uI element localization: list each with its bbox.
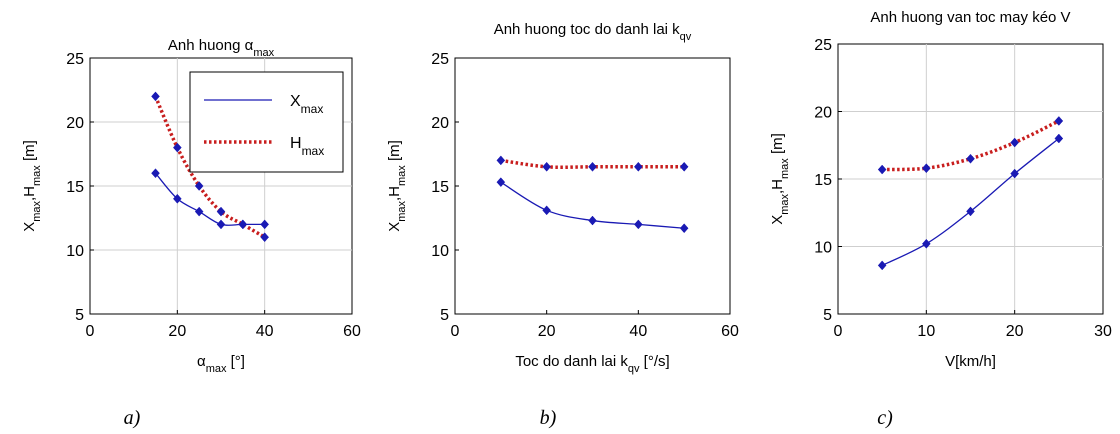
data-point [921, 163, 931, 174]
data-point [194, 181, 204, 191]
x-tick-label: 40 [256, 323, 274, 340]
data-point [1054, 133, 1064, 144]
y-axis-label: Xmax,Hmax [m] [386, 140, 408, 232]
data-point [542, 205, 552, 216]
x-tick-label: 0 [451, 323, 460, 340]
chart-title: Anh huong toc do danh lai kqv [494, 21, 692, 43]
data-point [260, 219, 270, 230]
y-tick-label: 10 [66, 243, 84, 260]
x-tick-label: 20 [168, 323, 186, 340]
data-point [633, 161, 643, 172]
y-tick-label: 5 [823, 307, 832, 324]
data-point [496, 155, 506, 166]
x-tick-label: 40 [629, 323, 647, 340]
x-tick-label: 20 [538, 323, 556, 340]
y-tick-label: 15 [66, 179, 84, 196]
y-tick-label: 15 [431, 179, 449, 196]
y-tick-label: 20 [431, 115, 449, 132]
x-tick-label: 10 [917, 323, 935, 340]
data-point [1010, 137, 1020, 148]
x-tick-label: 60 [721, 323, 739, 340]
y-tick-label: 5 [75, 307, 84, 324]
series-line-h-max [882, 119, 1060, 172]
subfigure-caption: a) [124, 407, 141, 429]
data-point [877, 260, 887, 271]
subfigure-caption: b) [540, 407, 557, 429]
data-point [679, 223, 689, 234]
data-point [194, 206, 204, 217]
chart-1: 0 20 40 60 5 10 15 20 25 Anh huong αmax αmax [°] Xm… [21, 37, 361, 429]
x-tick-label: 30 [1094, 323, 1112, 340]
y-tick-label: 15 [814, 172, 832, 189]
chart-2: 0 20 40 60 5 10 15 20 25 Anh huong toc do danh la… [386, 21, 739, 429]
legend-label: Xmax [290, 93, 323, 116]
x-axis-label: αmax [°] [197, 353, 245, 375]
data-point [1054, 116, 1064, 126]
data-point [921, 238, 931, 249]
data-point [216, 219, 226, 230]
data-point [679, 161, 689, 172]
legend-box [189, 71, 344, 173]
y-tick-label: 10 [431, 243, 449, 260]
x-tick-label: 0 [86, 323, 95, 340]
x-tick-label: 20 [1006, 323, 1024, 340]
y-tick-label: 25 [431, 51, 449, 68]
data-point [633, 219, 643, 230]
data-point [496, 177, 506, 188]
data-point [172, 193, 182, 204]
chart-title: Anh huong van toc may kéo V [870, 9, 1070, 26]
y-axis-label: Xmax,Hmax [m] [21, 140, 43, 232]
legend: Xmax Hmax [189, 71, 344, 173]
y-tick-label: 20 [814, 105, 832, 122]
plot-area [454, 57, 731, 315]
data-point [238, 219, 248, 230]
y-tick-label: 20 [66, 115, 84, 132]
legend-label: Hmax [290, 135, 324, 158]
data-point [216, 206, 226, 217]
data-point [1010, 168, 1020, 179]
x-tick-label: 0 [834, 323, 843, 340]
y-tick-label: 10 [814, 240, 832, 257]
data-point [588, 161, 597, 172]
chart-title: Anh huong αmax [168, 37, 275, 59]
data-point [877, 164, 887, 175]
data-point [588, 215, 597, 226]
x-axis-label: Toc do danh lai kqv [°/s] [515, 353, 669, 375]
data-point [260, 232, 270, 243]
data-point [172, 142, 182, 153]
data-point [542, 161, 552, 172]
chart-3: 0 10 20 30 5 10 15 20 25 Anh huong van toc may ké… [769, 9, 1112, 429]
y-tick-label: 5 [440, 307, 449, 324]
data-point [151, 91, 160, 102]
subfigure-caption: c) [877, 407, 893, 429]
y-tick-label: 25 [814, 37, 832, 54]
y-tick-label: 25 [66, 51, 84, 68]
data-point [966, 153, 975, 164]
x-axis-label: V[km/h] [945, 353, 996, 370]
x-tick-label: 60 [343, 323, 361, 340]
data-point [151, 168, 160, 179]
data-point [966, 206, 975, 217]
y-axis-label: Xmax,Hmax [m] [769, 133, 791, 225]
